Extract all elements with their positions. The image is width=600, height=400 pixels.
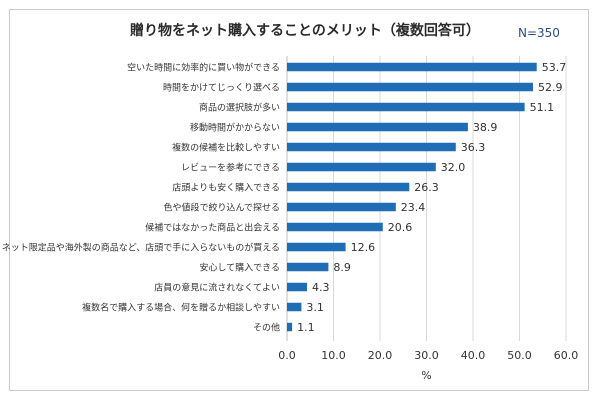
value-label: 53.7 <box>542 61 567 74</box>
bar <box>287 262 329 272</box>
x-tick-label: 0.0 <box>278 349 296 362</box>
bars <box>287 62 537 332</box>
value-label: 4.3 <box>312 281 330 294</box>
value-label: 20.6 <box>388 221 413 234</box>
x-tick-label: 60.0 <box>554 349 579 362</box>
labels: 0.0 10.0 20.0 30.0 40.0 50.0 60.0 空いた時間に効率的に買い物… <box>2 61 579 362</box>
bar <box>287 102 525 112</box>
category-label: 空いた時間に効率的に買い物ができる <box>127 62 280 74</box>
category-label: その他 <box>253 322 280 334</box>
category-label: 複数の候補を比較しやすい <box>172 142 280 154</box>
category-label: 商品の選択肢が多い <box>199 102 280 114</box>
x-tick-label: 50.0 <box>507 349 532 362</box>
value-label: 8.9 <box>333 261 351 274</box>
value-label: 52.9 <box>538 81 563 94</box>
category-label: 時間をかけてじっくり選べる <box>163 83 280 94</box>
value-label: 51.1 <box>530 101 555 114</box>
value-label: 12.6 <box>351 241 376 254</box>
x-axis-title: % <box>421 369 431 382</box>
x-tick-label: 20.0 <box>368 349 393 362</box>
bar <box>287 82 533 92</box>
value-label: 23.4 <box>401 201 426 214</box>
value-label: 32.0 <box>441 161 466 174</box>
bar <box>287 322 293 332</box>
value-label: 1.1 <box>297 321 315 334</box>
bar <box>287 302 302 312</box>
sample-size-note: N=350 <box>518 26 560 40</box>
category-label: 店頭よりも安く購入できる <box>172 182 280 194</box>
bar <box>287 202 396 212</box>
x-tick-label: 30.0 <box>414 349 439 362</box>
bar <box>287 62 537 72</box>
value-label: 3.1 <box>306 301 324 314</box>
category-label: レビューを参考にできる <box>181 162 280 174</box>
bar <box>287 122 468 132</box>
category-label: ネット限定品や海外製の商品など、店頭で手に入らないものが買える <box>2 242 280 254</box>
x-tick-label: 40.0 <box>461 349 486 362</box>
category-label: 複数名で購入する場合、何を贈るか相談しやすい <box>82 302 280 314</box>
bar <box>287 242 346 252</box>
category-label: 安心して購入できる <box>199 262 280 274</box>
bar <box>287 222 383 232</box>
bar <box>287 162 436 172</box>
bar <box>287 282 307 292</box>
gridlines <box>286 56 567 341</box>
category-label: 店員の意見に流されなくてよい <box>154 282 280 294</box>
value-label: 38.9 <box>473 121 498 134</box>
x-tick-label: 10.0 <box>321 349 346 362</box>
chart-frame <box>9 9 589 391</box>
category-label: 候補ではなかった商品と出会える <box>145 222 280 234</box>
bar <box>287 182 410 192</box>
category-label: 色や値段で絞り込んで探せる <box>163 202 280 214</box>
category-label: 移動時間がかからない <box>190 122 280 134</box>
bar <box>287 142 456 152</box>
value-label: 36.3 <box>461 141 486 154</box>
value-label: 26.3 <box>414 181 439 194</box>
chart-title: 贈り物をネット購入することのメリット（複数回答可） <box>130 23 480 39</box>
